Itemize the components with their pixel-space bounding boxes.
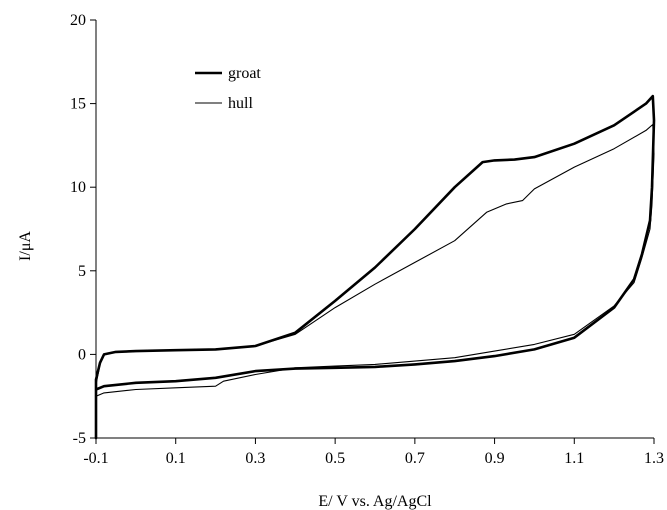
x-tick-label: -0.1 xyxy=(83,450,108,467)
axes: -5 0 5 10 15 20 -0.1 0.1 0.3 0.5 0.7 0.9 1.1 1.3 xyxy=(70,12,664,467)
legend: groat hull xyxy=(195,65,261,112)
x-tick-label: 1.3 xyxy=(644,450,664,467)
x-tick-label: 0.3 xyxy=(245,450,265,467)
series-layer xyxy=(94,94,656,440)
y-tick-label: 15 xyxy=(70,96,86,113)
y-tick-label: -5 xyxy=(73,430,86,447)
x-tick-label: 0.7 xyxy=(405,450,425,467)
series-line-groat xyxy=(94,94,656,440)
legend-label-hull: hull xyxy=(228,95,253,112)
x-tick-label: 0.9 xyxy=(485,450,505,467)
y-tick-label: 20 xyxy=(70,12,86,29)
y-tick-label: 5 xyxy=(78,263,86,280)
y-axis-title: I/μA xyxy=(17,231,34,261)
x-tick-label: 0.1 xyxy=(166,450,186,467)
x-tick-label: 0.5 xyxy=(325,450,345,467)
x-axis-title: E/ V vs. Ag/AgCl xyxy=(318,493,432,510)
series-line-hull xyxy=(95,123,655,439)
y-tick-label: 10 xyxy=(70,179,86,196)
x-tick-label: 1.1 xyxy=(564,450,584,467)
legend-label-groat: groat xyxy=(228,65,261,82)
y-tick-label: 0 xyxy=(78,346,86,363)
